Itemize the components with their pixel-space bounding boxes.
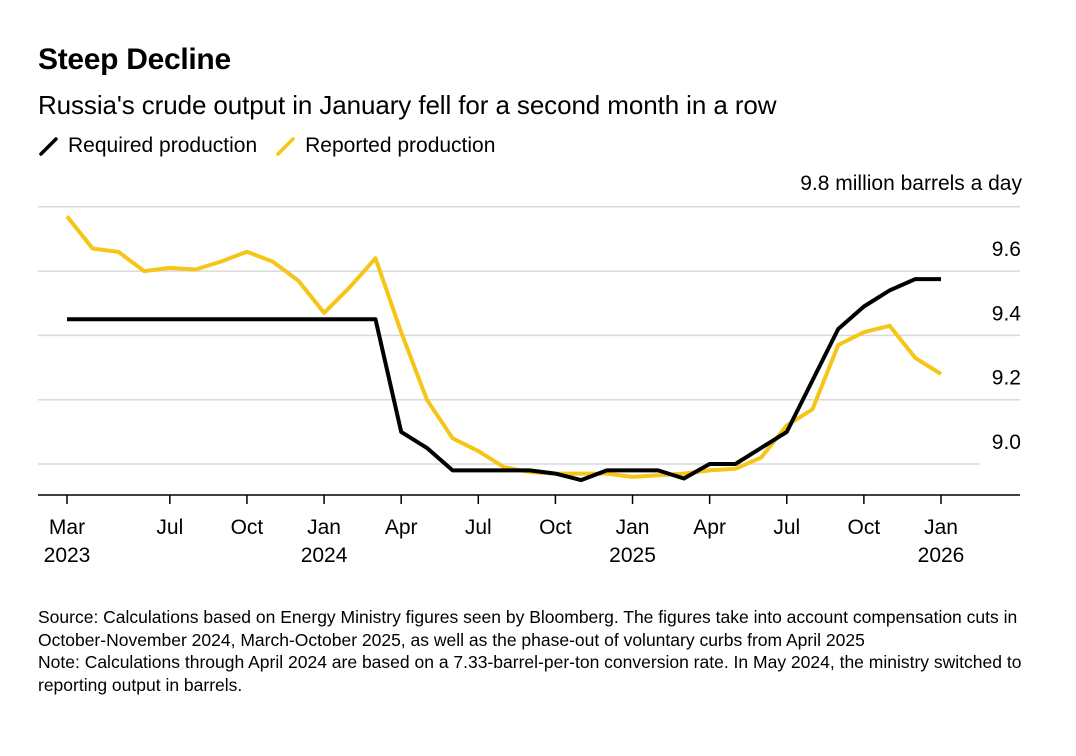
- legend: Required production Reported production: [38, 134, 513, 158]
- line-chart: 9.0 9.2 9.4 9.6 Mar 2023 Jul Oct Jan 2024 Apr Jul O…: [38, 206, 1022, 567]
- legend-item-reported: Reported production: [275, 134, 495, 158]
- x-tick-label: Jan: [307, 516, 341, 539]
- y-axis-unit-label: 9.8 million barrels a day: [800, 172, 1022, 195]
- x-tick-year-label: 2026: [918, 544, 965, 567]
- series-line-reported-production: [65, 215, 943, 479]
- x-tick-label: Oct: [539, 516, 572, 539]
- x-tick-label: Apr: [385, 516, 418, 539]
- x-tick-label: Jul: [465, 516, 492, 539]
- legend-label-reported: Reported production: [305, 134, 496, 157]
- x-tick-label: Jan: [924, 516, 958, 539]
- x-tick-label: Apr: [693, 516, 726, 539]
- footnote: Source: Calculations based on Energy Min…: [38, 606, 1038, 696]
- gridlines: [38, 206, 1020, 465]
- footnote-note: Note: Calculations through April 2024 ar…: [38, 652, 1022, 695]
- legend-item-required: Required production: [38, 134, 257, 158]
- x-tick-label: Jul: [773, 516, 800, 539]
- series-lines: [65, 215, 943, 483]
- y-tick-label: 9.2: [992, 367, 1021, 390]
- footnote-source: Source: Calculations based on Energy Min…: [38, 607, 1018, 650]
- x-tick-label: Jul: [156, 516, 183, 539]
- y-tick-label: 9.6: [992, 238, 1021, 261]
- x-tick-label: Mar: [49, 516, 85, 539]
- x-tick-label: Oct: [231, 516, 264, 539]
- y-tick-label: 9.0: [992, 431, 1021, 454]
- x-tick-year-label: 2024: [301, 544, 348, 567]
- x-tick-label: Jan: [616, 516, 650, 539]
- chart-subtitle: Russia's crude output in January fell fo…: [38, 90, 777, 120]
- y-tick-label: 9.4: [992, 302, 1022, 325]
- series-line-required-production: [67, 277, 941, 483]
- x-tick-label: Oct: [848, 516, 881, 539]
- legend-swatch-reported-icon: [276, 137, 295, 156]
- x-axis: Mar 2023 Jul Oct Jan 2024 Apr Jul Oct Jan 2025 Apr J…: [38, 494, 1020, 567]
- x-tick-year-label: 2025: [609, 544, 656, 567]
- y-axis-tick-labels: 9.0 9.2 9.4 9.6: [992, 238, 1022, 454]
- chart-title: Steep Decline: [38, 43, 231, 76]
- legend-label-required: Required production: [68, 134, 258, 157]
- x-tick-year-label: 2023: [44, 544, 91, 567]
- legend-swatch-required-icon: [39, 137, 58, 156]
